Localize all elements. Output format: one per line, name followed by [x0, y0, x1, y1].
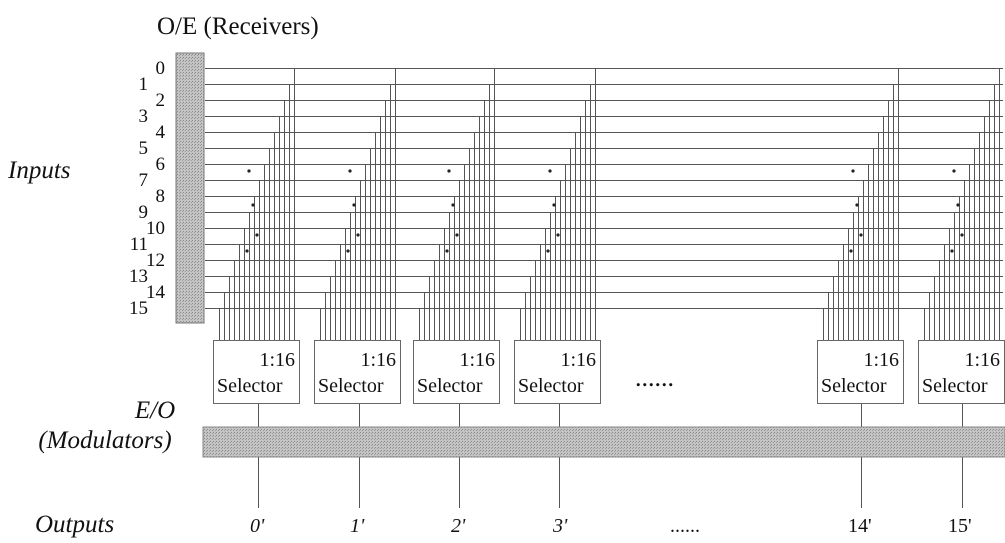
output-label: 3' [552, 515, 568, 537]
output-label: 15' [948, 515, 972, 537]
input-number: 7 [139, 170, 149, 191]
eo-label: E/O [134, 397, 175, 424]
eo-modulators-label: (Modulators) [38, 427, 171, 454]
selectors: 1:16Selector1:16Selector1:16Selector1:16… [213, 340, 1005, 404]
selector-box [514, 340, 601, 404]
staircase-dot [245, 249, 249, 253]
selector-block: 1:16 Selector [213, 340, 300, 404]
output-ellipsis: ...... [670, 515, 700, 537]
output-label: 0' [250, 515, 265, 537]
staircase-dot [356, 233, 360, 237]
selector-name: Selector [417, 375, 483, 397]
selector-block: 1:16 Selector [514, 340, 601, 404]
staircase-dot [552, 203, 556, 207]
selector-name: Selector [217, 375, 283, 397]
staircase-dot [445, 249, 449, 253]
selector-box [918, 340, 1005, 404]
staircase-dot [451, 203, 455, 207]
selector-name: Selector [922, 375, 988, 397]
input-number: 15 [129, 298, 148, 319]
selector-box [213, 340, 300, 404]
selector-ratio: 1:16 [259, 349, 295, 371]
input-number: 3 [139, 106, 149, 127]
selector-ratio: 1:16 [863, 349, 899, 371]
input-number: 2 [156, 90, 166, 111]
input-number: 9 [139, 202, 149, 223]
selector-ratio: 1:16 [360, 349, 396, 371]
selector-block: 1:16 Selector [314, 340, 401, 404]
selector-name: Selector [821, 375, 887, 397]
staircase-dot [855, 203, 859, 207]
input-number: 4 [156, 122, 166, 143]
staircase-dot [950, 249, 954, 253]
input-number: 6 [156, 154, 166, 175]
input-number: 10 [146, 218, 165, 239]
outputs-label: Outputs [35, 511, 114, 538]
selector-name: Selector [318, 375, 384, 397]
staircase-dot [960, 233, 964, 237]
selector-box [413, 340, 500, 404]
input-number: 11 [130, 234, 148, 255]
staircase-dot [859, 233, 863, 237]
staircase-dot [348, 169, 352, 173]
selector-block: 1:16 Selector [817, 340, 904, 404]
selector-name: Selector [518, 375, 584, 397]
staircase-dot [447, 169, 451, 173]
output-label: 1' [350, 515, 365, 537]
input-number: 12 [146, 250, 165, 271]
input-number: 5 [139, 138, 149, 159]
selector-box [314, 340, 401, 404]
input-number: 1 [139, 74, 149, 95]
oe-receivers-title: O/E (Receivers) [157, 13, 319, 40]
output-label: 2' [451, 515, 466, 537]
selector-ratio: 1:16 [560, 349, 596, 371]
eo-modulator-bar [202, 426, 1005, 458]
staircase-dot [546, 249, 550, 253]
staircase-dot [346, 249, 350, 253]
staircase-dot [556, 233, 560, 237]
staircase-dot [247, 169, 251, 173]
input-lines [205, 68, 1003, 309]
staircase-dot [849, 249, 853, 253]
staircase-dot [251, 203, 255, 207]
selector-ratio: 1:16 [964, 349, 1000, 371]
selector-ellipsis: ...... [635, 363, 674, 392]
inputs-label: Inputs [7, 157, 71, 184]
drop-lines [219, 68, 1000, 508]
input-number: 0 [156, 58, 166, 79]
staircase-dot [548, 169, 552, 173]
input-number: 14 [146, 282, 166, 303]
staircase-dot [352, 203, 356, 207]
staircase-dot [851, 169, 855, 173]
selector-block: 1:16 Selector [918, 340, 1005, 404]
staircase-dot [956, 203, 960, 207]
selector-ratio: 1:16 [459, 349, 495, 371]
selector-box [817, 340, 904, 404]
output-label: 14' [848, 515, 872, 537]
oe-receiver-bar [175, 52, 205, 324]
staircase-dot [952, 169, 956, 173]
staircase-dot [255, 233, 259, 237]
output-labels: 0' 1' 2' 3' 14' 15' [250, 515, 972, 537]
selector-block: 1:16 Selector [413, 340, 500, 404]
input-number: 13 [129, 266, 148, 287]
input-number: 8 [156, 186, 166, 207]
staircase-dot [455, 233, 459, 237]
